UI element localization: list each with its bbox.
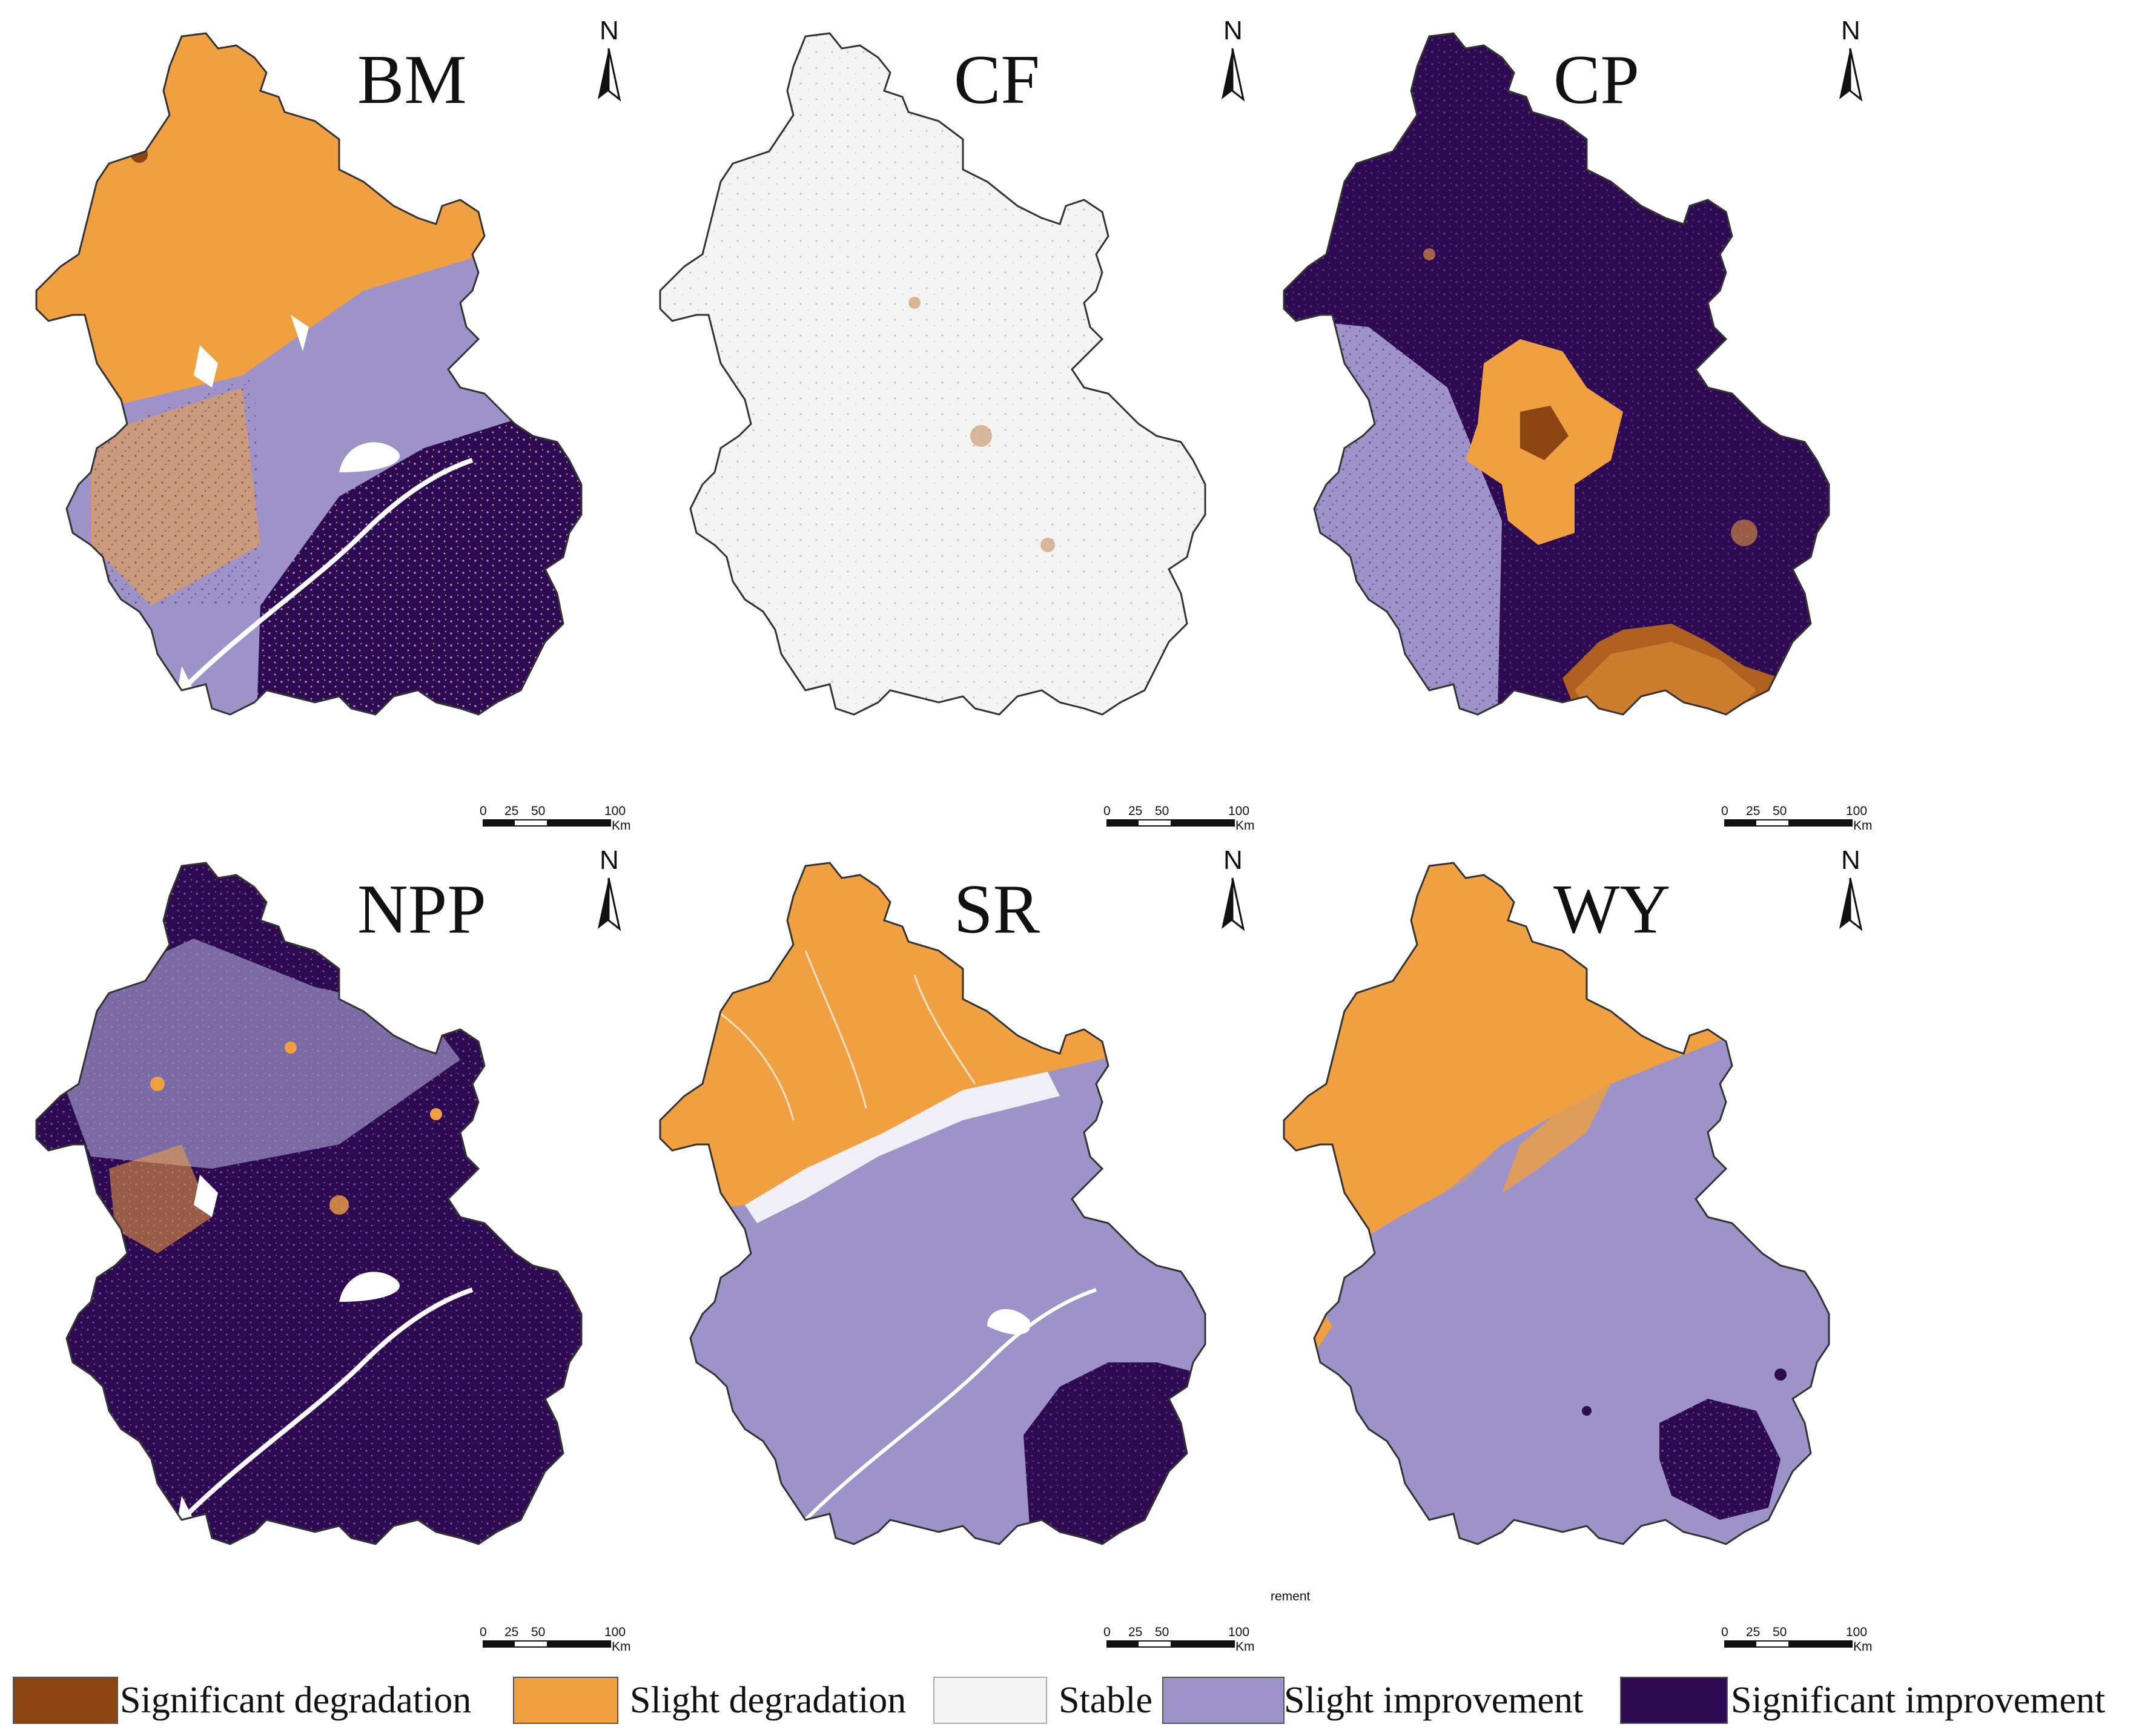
legend-item-slight-degradation: Slight degradation bbox=[513, 1677, 906, 1724]
legend-swatch bbox=[513, 1677, 618, 1724]
scale-bar-cf: 0 25 50 100 Km bbox=[1103, 804, 1255, 833]
scale-unit: Km bbox=[1853, 819, 1873, 833]
map-bm bbox=[36, 33, 581, 715]
scale-tick-100: 100 bbox=[1228, 1625, 1249, 1639]
scale-unit: Km bbox=[1853, 1640, 1873, 1654]
scale-tick-100: 100 bbox=[604, 1625, 626, 1639]
scale-tick-0: 0 bbox=[1721, 804, 1728, 818]
scale-bar-cp: 0 25 50 100 Km bbox=[1721, 804, 1873, 833]
north-letter-cf: N bbox=[1223, 16, 1243, 45]
scale-tick-0: 0 bbox=[480, 1625, 487, 1639]
scale-tick-100: 100 bbox=[1846, 804, 1867, 818]
scale-tick-50: 50 bbox=[1155, 1625, 1169, 1639]
panel-cf: CF N 0 25 50 100 Km bbox=[659, 16, 1255, 833]
panel-sr: SR N rement 0 25 50 100 Km bbox=[659, 845, 1311, 1654]
legend-label: Significant degradation bbox=[120, 1680, 471, 1721]
scale-unit: Km bbox=[1235, 1640, 1255, 1654]
north-arrow-npp bbox=[597, 877, 621, 930]
north-arrow-sr bbox=[1220, 877, 1245, 930]
legend: Significant degradation Slight degradati… bbox=[13, 1677, 2105, 1724]
scale-tick-0: 0 bbox=[1103, 1625, 1111, 1639]
panel-npp: NPP N 0 25 50 100 Km bbox=[35, 845, 631, 1654]
scale-tick-100: 100 bbox=[604, 804, 626, 818]
map-sr bbox=[660, 863, 1205, 1544]
north-arrow-cp bbox=[1838, 47, 1862, 101]
legend-swatch bbox=[1162, 1677, 1285, 1724]
stray-label: rement bbox=[1271, 1589, 1311, 1603]
legend-label: Slight degradation bbox=[630, 1680, 906, 1721]
legend-label: Significant improvement bbox=[1731, 1680, 2105, 1721]
north-letter-sr: N bbox=[1223, 845, 1243, 875]
north-letter-cp: N bbox=[1841, 16, 1860, 45]
scale-unit: Km bbox=[1235, 819, 1255, 833]
scale-tick-25: 25 bbox=[504, 804, 518, 818]
legend-swatch bbox=[1620, 1677, 1728, 1724]
scale-bar-sr: 0 25 50 100 Km bbox=[1103, 1625, 1255, 1654]
north-arrow-wy bbox=[1838, 877, 1862, 930]
legend-item-slight-improvement: Slight improvement bbox=[1162, 1677, 1583, 1724]
north-letter-wy: N bbox=[1841, 845, 1860, 875]
scale-tick-25: 25 bbox=[1746, 1625, 1760, 1639]
legend-label: Slight improvement bbox=[1284, 1680, 1583, 1721]
scale-tick-50: 50 bbox=[531, 1625, 545, 1639]
panel-title-npp: NPP bbox=[357, 871, 486, 948]
panel-title-cp: CP bbox=[1553, 41, 1639, 119]
north-letter-bm: N bbox=[600, 16, 619, 45]
panel-title-sr: SR bbox=[954, 871, 1040, 948]
scale-bar-npp: 0 25 50 100 Km bbox=[480, 1625, 631, 1654]
scale-tick-25: 25 bbox=[1746, 804, 1760, 818]
map-npp bbox=[36, 863, 581, 1544]
legend-item-significant-degradation: Significant degradation bbox=[13, 1677, 471, 1724]
scale-tick-100: 100 bbox=[1228, 804, 1249, 818]
scale-tick-25: 25 bbox=[504, 1625, 518, 1639]
scale-unit: Km bbox=[612, 1640, 631, 1654]
legend-swatch bbox=[13, 1677, 118, 1724]
scale-bar-wy: 0 25 50 100 Km bbox=[1721, 1625, 1873, 1654]
scale-bar-bm: 0 25 50 100 Km bbox=[480, 804, 631, 833]
map-cf bbox=[660, 33, 1205, 715]
panel-wy: WY N 0 25 50 100 Km bbox=[1283, 845, 1873, 1654]
panel-title-cf: CF bbox=[954, 41, 1040, 119]
scale-tick-0: 0 bbox=[1721, 1625, 1728, 1639]
legend-item-significant-improvement: Significant improvement bbox=[1620, 1677, 2105, 1724]
north-arrow-bm bbox=[597, 47, 621, 101]
scale-tick-25: 25 bbox=[1128, 1625, 1142, 1639]
north-arrow-cf bbox=[1220, 47, 1245, 101]
legend-label: Stable bbox=[1059, 1680, 1152, 1721]
scale-tick-100: 100 bbox=[1846, 1625, 1867, 1639]
panel-cp: CP N 0 25 50 100 Km bbox=[1283, 16, 1873, 833]
scale-tick-50: 50 bbox=[1773, 804, 1787, 818]
panel-bm: BM N 0 25 50 100 Km bbox=[35, 16, 631, 833]
scale-unit: Km bbox=[612, 819, 631, 833]
legend-item-stable: Stable bbox=[933, 1677, 1152, 1724]
panel-title-bm: BM bbox=[357, 41, 467, 119]
north-letter-npp: N bbox=[600, 845, 619, 875]
panel-title-wy: WY bbox=[1553, 871, 1670, 948]
scale-tick-0: 0 bbox=[1103, 804, 1111, 818]
legend-swatch bbox=[933, 1677, 1047, 1724]
scale-tick-50: 50 bbox=[1773, 1625, 1787, 1639]
scale-tick-0: 0 bbox=[480, 804, 487, 818]
scale-tick-50: 50 bbox=[531, 804, 545, 818]
scale-tick-25: 25 bbox=[1128, 804, 1142, 818]
scale-tick-50: 50 bbox=[1155, 804, 1169, 818]
